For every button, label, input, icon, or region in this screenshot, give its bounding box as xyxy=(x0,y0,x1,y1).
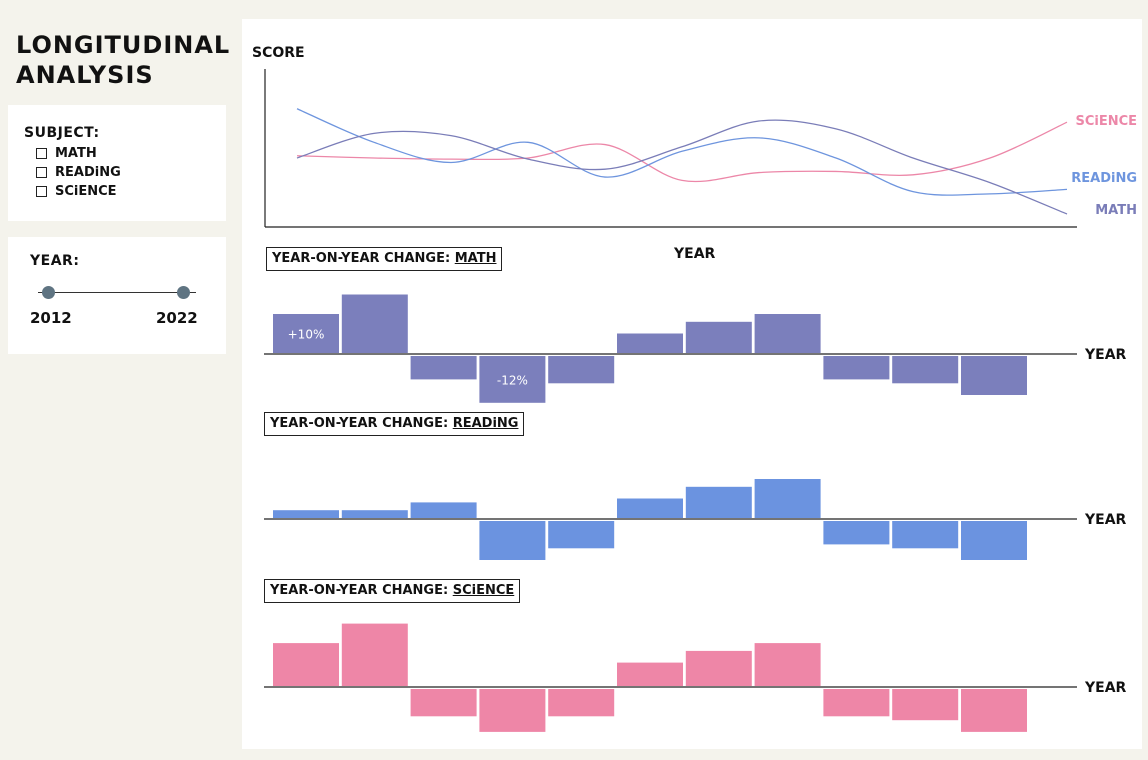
series-label-science: SCiENCE xyxy=(1075,114,1137,129)
title-subject[interactable]: SCiENCE xyxy=(452,583,515,598)
reading-bar xyxy=(479,521,546,560)
science-bar xyxy=(823,689,890,717)
subject-option-science[interactable]: SCiENCE xyxy=(24,182,210,201)
math-bar-label: +10% xyxy=(288,328,325,342)
science-bar xyxy=(273,643,339,686)
line-chart-y-label: SCORE xyxy=(252,45,305,61)
title-prefix: YEAR-ON-YEAR CHANGE: xyxy=(270,583,449,598)
reading-bar xyxy=(754,479,821,518)
reading-bar xyxy=(617,498,683,518)
app-title-line2: ANALYSiS xyxy=(16,61,154,89)
series-label-reading: READiNG xyxy=(1071,171,1137,186)
year-range-slider-track[interactable] xyxy=(38,292,196,293)
series-label-math: MATH xyxy=(1095,203,1137,218)
math-bar-label: -12% xyxy=(497,373,528,387)
reading-bar xyxy=(685,486,752,518)
year-start-handle[interactable] xyxy=(42,286,55,299)
year-label: YEAR: xyxy=(30,253,80,269)
science-change-title: YEAR-ON-YEAR CHANGE: SCiENCE xyxy=(264,579,521,603)
science-bar xyxy=(892,689,959,721)
subject-option-label: MATH xyxy=(55,146,97,161)
math-bar-x-label: YEAR xyxy=(1084,347,1127,363)
series-line-science xyxy=(296,121,1068,183)
reading-bar xyxy=(548,521,615,549)
year-start-value: 2012 xyxy=(30,309,72,327)
title-prefix: YEAR-ON-YEAR CHANGE: xyxy=(272,251,451,266)
reading-bar xyxy=(961,521,1027,560)
math-change-title: YEAR-ON-YEAR CHANGE: MATH xyxy=(266,247,503,271)
math-checkbox[interactable] xyxy=(36,148,47,159)
math-bar xyxy=(754,314,821,353)
app-title: LONGITUDINAL ANALYSiS xyxy=(16,30,231,90)
math-bar xyxy=(479,356,546,403)
reading-bar xyxy=(892,521,959,549)
year-end-handle[interactable] xyxy=(177,286,190,299)
reading-checkbox[interactable] xyxy=(36,167,47,178)
line-chart-x-label: YEAR xyxy=(673,246,716,262)
math-bar xyxy=(617,333,683,353)
reading-bar xyxy=(341,510,408,518)
chart-panel: SCORE YEAR SCiENCE READiNG MATH +10% -12% YEAR Y… xyxy=(242,19,1142,749)
science-bar xyxy=(410,689,477,717)
science-bar xyxy=(548,689,615,717)
science-bar xyxy=(961,689,1027,732)
math-bar xyxy=(341,294,408,353)
science-bar-x-label: YEAR xyxy=(1084,680,1127,696)
subject-option-label: READiNG xyxy=(55,165,121,180)
title-subject[interactable]: MATH xyxy=(454,251,497,266)
subject-option-reading[interactable]: READiNG xyxy=(24,163,210,182)
reading-bar xyxy=(273,510,339,518)
year-end-value: 2022 xyxy=(156,309,198,327)
math-bar xyxy=(273,314,339,353)
app-title-line1: LONGITUDINAL xyxy=(16,31,231,59)
science-bar xyxy=(685,650,752,686)
subject-label: SUBJECT: xyxy=(24,125,100,141)
reading-bar xyxy=(410,502,477,518)
subject-option-math[interactable]: MATH xyxy=(24,144,210,163)
reading-bar-x-label: YEAR xyxy=(1084,512,1127,528)
charts-svg: SCORE YEAR SCiENCE READiNG MATH +10% -12% YEAR Y… xyxy=(252,45,1137,732)
math-bar xyxy=(548,356,615,384)
year-filter-panel: YEAR: 2012 2022 xyxy=(8,237,226,354)
subject-filter-panel: SUBJECT: MATH READiNG SCiENCE xyxy=(8,105,226,221)
math-bar xyxy=(823,356,890,380)
reading-bar xyxy=(823,521,890,545)
science-checkbox[interactable] xyxy=(36,186,47,197)
title-prefix: YEAR-ON-YEAR CHANGE: xyxy=(270,416,449,431)
reading-change-title: YEAR-ON-YEAR CHANGE: READiNG xyxy=(264,412,525,436)
math-bar xyxy=(410,356,477,380)
math-bar xyxy=(961,356,1027,395)
science-bar xyxy=(479,689,546,732)
series-line-reading xyxy=(296,108,1068,196)
math-bar xyxy=(892,356,959,384)
science-bar xyxy=(754,643,821,686)
series-line-math xyxy=(296,119,1068,215)
science-bar xyxy=(341,623,408,686)
science-bar xyxy=(617,662,683,686)
math-bar xyxy=(685,321,752,353)
title-subject[interactable]: READiNG xyxy=(452,416,519,431)
subject-option-label: SCiENCE xyxy=(55,184,117,199)
